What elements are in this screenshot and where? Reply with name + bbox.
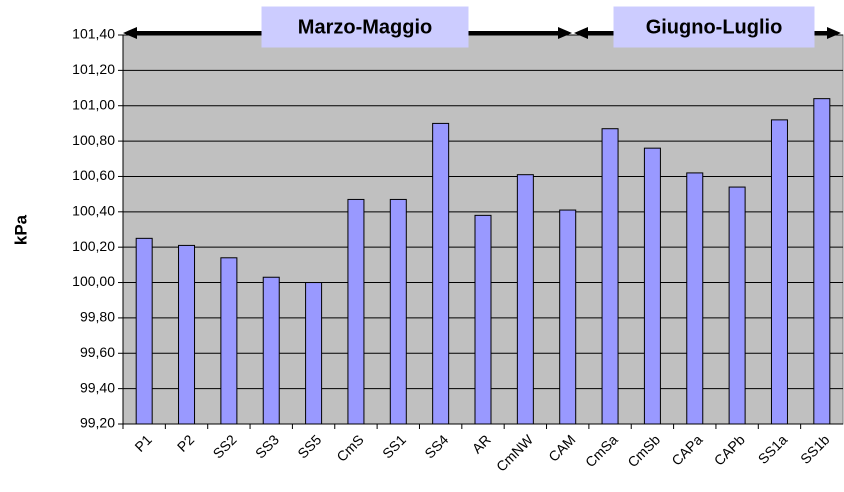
bar — [305, 282, 323, 425]
bar — [389, 198, 407, 425]
bar — [813, 98, 831, 425]
y-tick-label: 99,60 — [80, 344, 115, 360]
x-tick-label: SS1b — [797, 431, 833, 467]
bar — [770, 119, 788, 425]
x-tick-label: SS1 — [379, 431, 409, 461]
x-tick-label: SS3 — [252, 431, 282, 461]
bar — [728, 186, 746, 425]
bar — [432, 122, 450, 425]
x-tick-label: CAPa — [668, 431, 705, 468]
arrow-head — [574, 27, 588, 39]
bar — [474, 214, 492, 425]
y-tick-label: 99,20 — [80, 415, 115, 431]
x-tick-label: SS5 — [294, 431, 324, 461]
x-tick-label: CAM — [545, 431, 578, 464]
x-tick-label: CmSb — [624, 431, 663, 470]
bar — [262, 276, 280, 425]
arrow-head — [123, 27, 137, 39]
annotation-box — [613, 6, 815, 48]
bar — [686, 172, 704, 425]
x-tick-label: CmNW — [493, 431, 537, 475]
x-tick-label: P2 — [174, 431, 198, 455]
y-tick-label: 99,80 — [80, 309, 115, 325]
y-tick-label: 100,40 — [72, 203, 115, 219]
annotation: Marzo-Maggio — [298, 16, 432, 38]
y-tick-label: 101,00 — [72, 96, 115, 112]
arrow-head — [558, 27, 572, 39]
x-tick-label: AR — [469, 431, 494, 456]
x-tick-label: CmS — [333, 431, 366, 464]
x-tick-label: CAPb — [711, 431, 748, 468]
annotation-box — [261, 6, 469, 48]
y-tick-label: 100,60 — [72, 167, 115, 183]
bar — [220, 257, 238, 425]
x-tick-label: SS2 — [210, 431, 240, 461]
x-tick-label: P1 — [131, 431, 155, 455]
y-tick-label: 100,80 — [72, 132, 115, 148]
annotation: Giugno-Luglio — [646, 16, 783, 38]
bar — [643, 147, 661, 425]
y-axis-label: kPa — [11, 214, 30, 245]
y-tick-label: 100,20 — [72, 238, 115, 254]
y-tick-label: 100,00 — [72, 273, 115, 289]
y-tick-label: 101,40 — [72, 26, 115, 42]
y-tick-label: 99,40 — [80, 379, 115, 395]
bar — [135, 237, 153, 425]
x-tick-label: SS4 — [421, 431, 451, 461]
bar — [347, 198, 365, 425]
arrow-head — [827, 27, 841, 39]
bar — [601, 128, 619, 425]
x-tick-label: SS1a — [755, 431, 791, 467]
x-tick-label: CmSa — [582, 431, 621, 470]
y-tick-label: 101,20 — [72, 61, 115, 77]
bar — [559, 209, 577, 425]
bar — [178, 244, 196, 425]
bar — [516, 174, 534, 425]
